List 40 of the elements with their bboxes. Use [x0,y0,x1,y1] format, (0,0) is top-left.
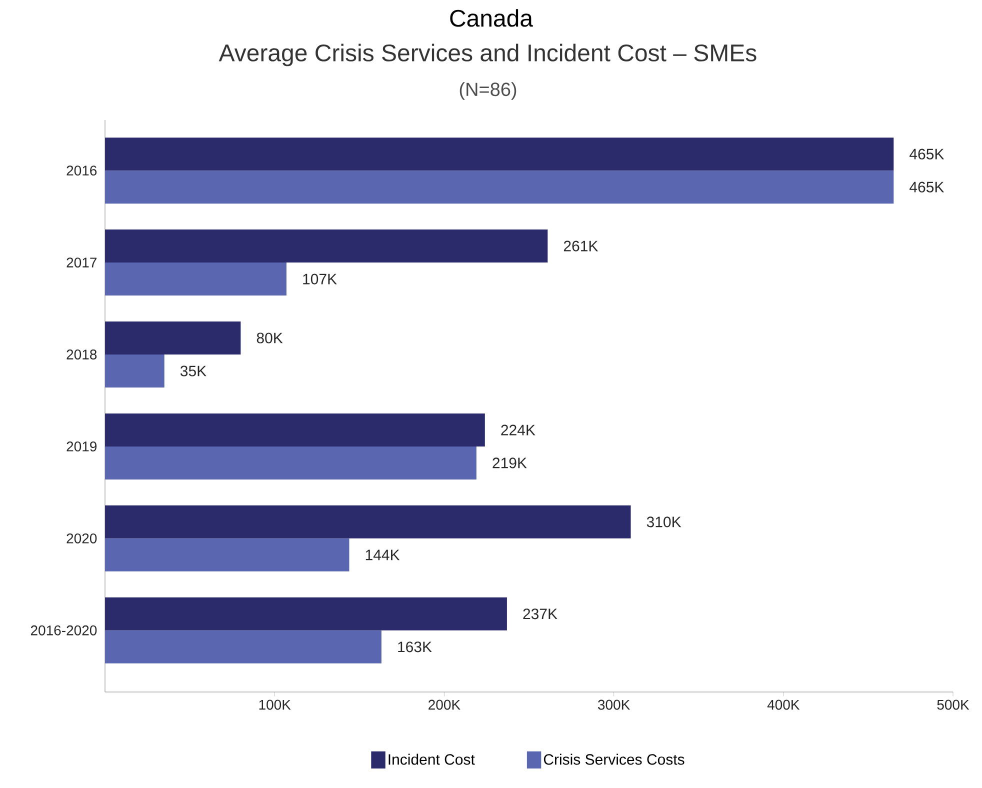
data-label: 261K [564,240,598,252]
data-label: 465K [910,182,944,192]
data-label: 144K [366,550,400,560]
x-tick-label: 100K [259,700,291,710]
bar [105,630,382,664]
legend-label: Incident Cost [388,754,475,765]
data-label: 80K [256,332,283,344]
y-tick-label: 2016-2020 [30,625,97,636]
y-tick-label: 2018 [66,350,97,360]
data-label: 219K [492,458,527,468]
bar [105,413,485,446]
x-tick-label: 200K [428,700,460,710]
legend-label: Crisis Services Costs [544,754,684,765]
data-label: 35K [180,366,206,376]
bar [105,322,241,355]
y-tick-label: 2017 [66,258,96,268]
bar [105,262,286,296]
x-tick-label: 400K [767,700,800,710]
y-tick-label: 2020 [66,533,97,544]
bar [105,138,894,171]
bar [105,505,631,538]
x-tick-label: 500K [937,700,970,710]
y-tick-label: 2019 [66,442,97,452]
bar [105,446,476,480]
x-tick-label: 300K [598,700,630,710]
data-label: 163K [398,642,432,652]
chart-title: Canada [450,9,534,27]
data-label: 237K [523,608,558,620]
y-tick-label: 2016 [66,166,97,176]
bar [105,170,894,204]
chart-subtitle: Average Crisis Services and Incident Cost – SMEs [218,44,756,66]
bar [105,538,350,572]
data-label: 107K [303,274,337,284]
data-label: 224K [501,424,536,436]
bar [105,354,164,388]
data-label: 310K [646,516,682,528]
bar [105,230,548,263]
data-label: 465K [910,148,944,160]
text: (N=86) [460,82,516,100]
bar [105,597,507,630]
